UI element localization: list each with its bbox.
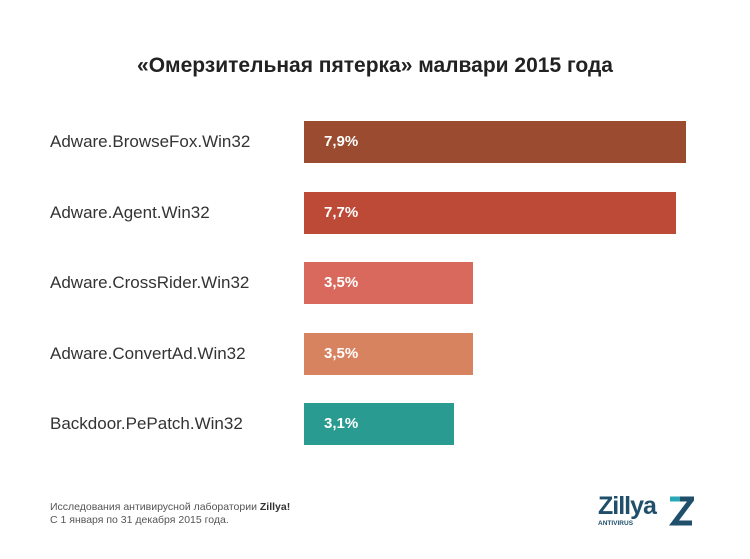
category-label: Adware.Agent.Win32 — [50, 203, 210, 222]
value-label: 3,5% — [324, 345, 359, 362]
bar — [304, 403, 454, 445]
category-label: Adware.BrowseFox.Win32 — [50, 132, 251, 151]
bar — [304, 192, 676, 234]
zillya-logo: Zillya — [598, 492, 657, 520]
value-label: 3,5% — [324, 274, 359, 291]
value-label: 7,9% — [324, 133, 359, 150]
bar — [304, 121, 686, 163]
category-label: Adware.ConvertAd.Win32 — [50, 344, 246, 363]
footer-line1: Исследования антивирусной лаборатории — [50, 501, 260, 513]
bar — [304, 333, 473, 375]
bar — [304, 262, 473, 304]
chart-title: «Омерзительная пятерка» малвари 2015 год… — [137, 54, 613, 77]
value-label: 3,1% — [324, 415, 359, 432]
footer-brand: Zillya! — [259, 501, 291, 513]
value-label: 7,7% — [324, 204, 359, 221]
footer-line2: С 1 января по 31 декабря 2015 года. — [50, 514, 229, 526]
z-logo-icon — [669, 496, 694, 526]
zillya-logo-sub: ANTIVIRUS — [598, 520, 634, 527]
footer-note: Исследования антивирусной лаборатории Zi… — [50, 501, 290, 527]
category-label: Adware.CrossRider.Win32 — [50, 273, 250, 292]
category-label: Backdoor.PePatch.Win32 — [50, 414, 243, 433]
